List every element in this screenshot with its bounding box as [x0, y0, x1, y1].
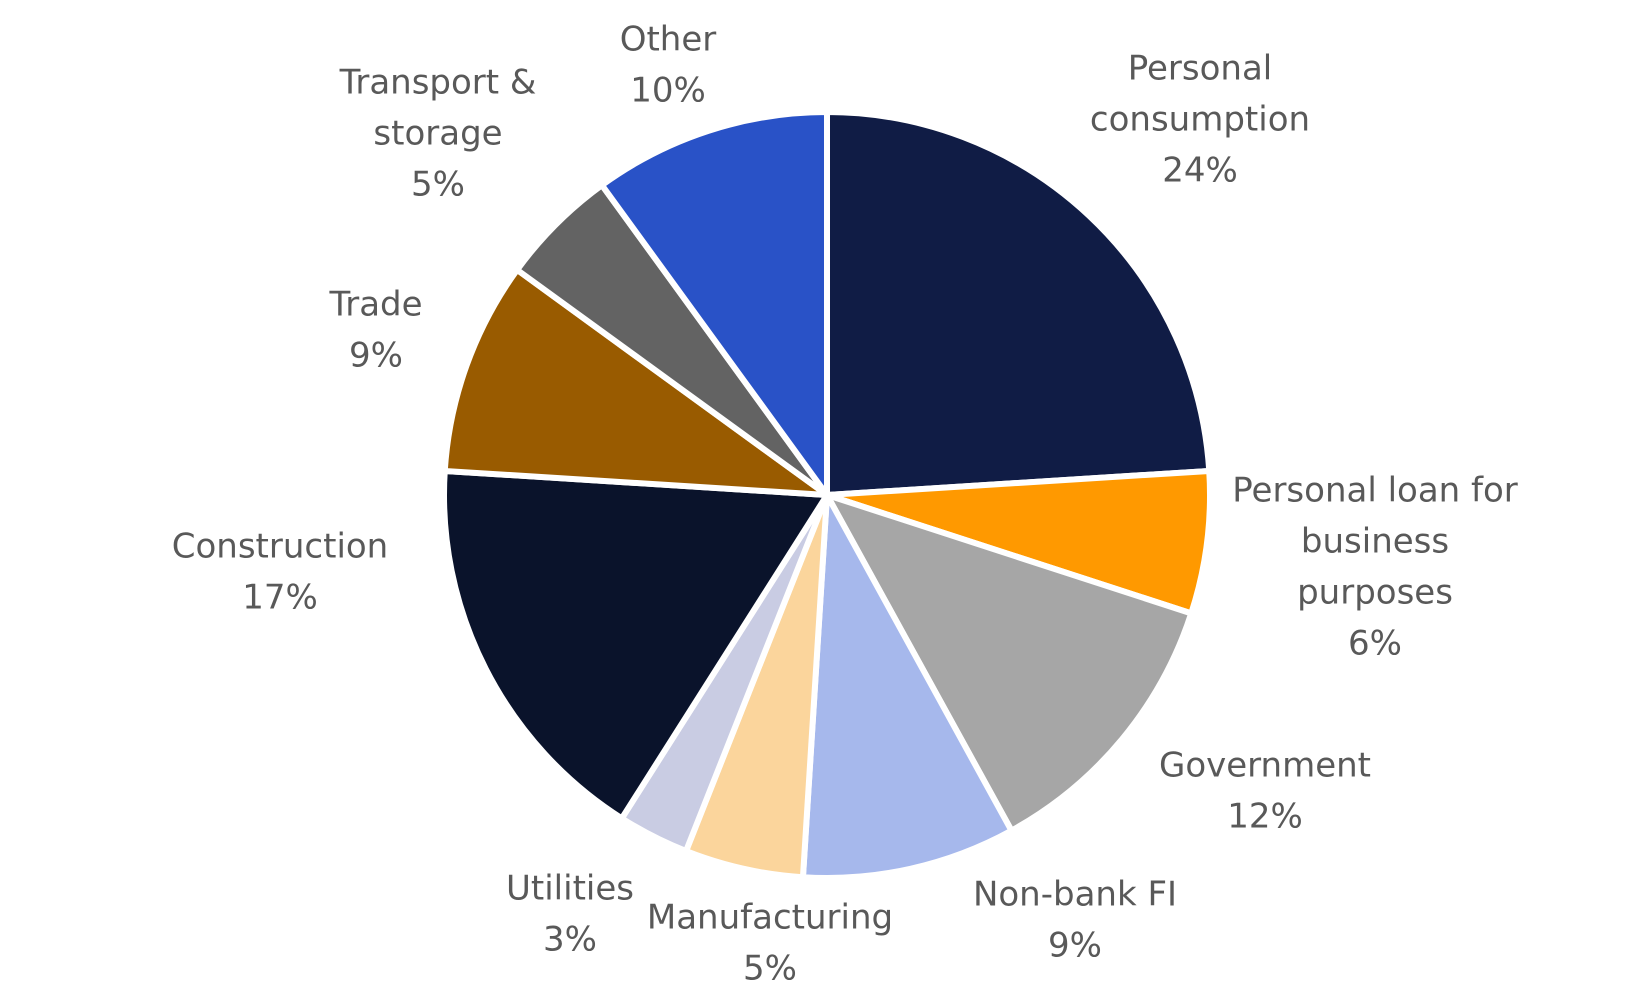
slice-label: Trade 9%: [328, 285, 422, 376]
slice-value-label: 9%: [349, 336, 403, 376]
pie-slice: [799, 492, 1015, 881]
slice-value-label: 10%: [630, 71, 706, 111]
slice-value-label: 6%: [1348, 624, 1402, 664]
slice-label: Other 10%: [620, 20, 717, 111]
slice-category-label: storage: [373, 114, 502, 154]
slice-label: Utilities 3%: [506, 869, 634, 960]
slice-label: Personal loan for business purposes 6%: [1232, 471, 1518, 664]
slice-category-label: business: [1301, 522, 1449, 562]
slice-category-label: Trade: [328, 285, 422, 325]
slice-label: Personal consumption 24%: [1090, 49, 1310, 191]
pie-slices: [441, 109, 1213, 881]
slice-value-label: 5%: [411, 165, 465, 205]
slice-label: Transport & storage 5%: [339, 63, 537, 205]
pie-slice: [824, 492, 1195, 834]
pie-slice: [441, 467, 830, 822]
pie-slice: [441, 266, 830, 498]
slice-category-label: purposes: [1297, 573, 1453, 613]
slice-category-label: Personal loan for: [1232, 471, 1518, 511]
slice-category-label: Manufacturing: [647, 898, 893, 938]
pie-slice: [824, 109, 1213, 498]
slice-value-label: 9%: [1048, 926, 1102, 966]
pie-slice: [598, 109, 830, 498]
slice-value-label: 12%: [1227, 797, 1303, 837]
slice-category-label: Other: [620, 20, 717, 60]
slice-category-label: Government: [1159, 746, 1371, 786]
slice-label: Construction 17%: [172, 527, 388, 618]
slice-value-label: 3%: [543, 920, 597, 960]
slice-label: Government 12%: [1159, 746, 1371, 837]
slice-label: Manufacturing 5%: [647, 898, 893, 989]
slice-category-label: Utilities: [506, 869, 634, 909]
slice-value-label: 24%: [1162, 151, 1238, 191]
slice-category-label: Personal: [1128, 49, 1273, 89]
slice-label: Non-bank FI 9%: [973, 875, 1177, 966]
slice-value-label: 17%: [242, 578, 318, 618]
slice-value-label: 5%: [743, 949, 797, 989]
slice-category-label: Construction: [172, 527, 388, 567]
pie-labels: Personal consumption 24% Personal loan for b…: [172, 20, 1518, 989]
slice-category-label: consumption: [1090, 100, 1310, 140]
slice-category-label: Non-bank FI: [973, 875, 1177, 915]
slice-category-label: Transport &: [339, 63, 537, 103]
